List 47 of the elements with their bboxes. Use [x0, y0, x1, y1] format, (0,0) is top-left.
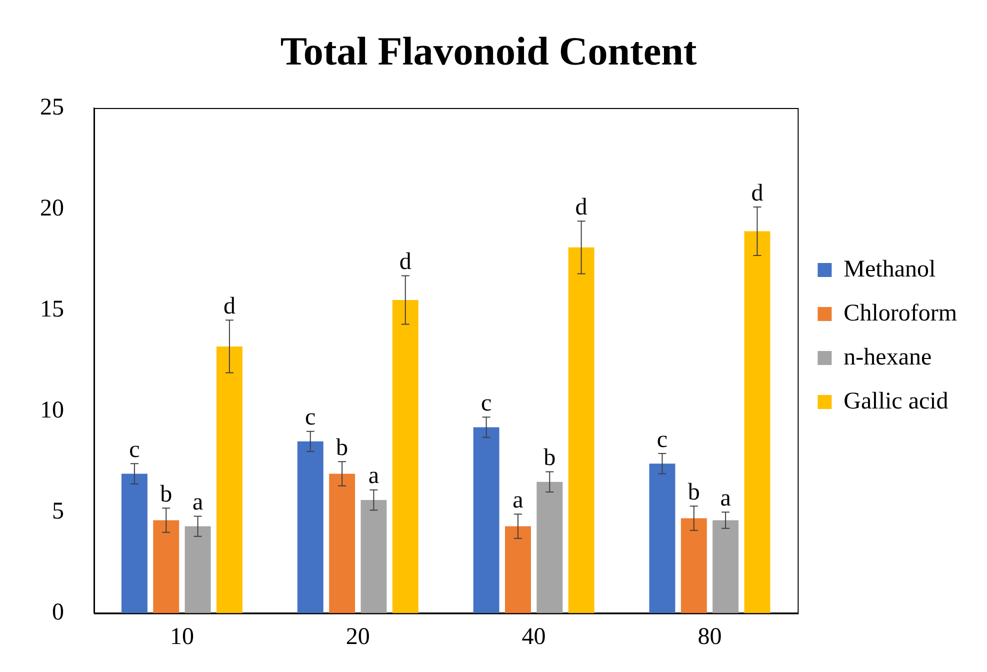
- data-label: c: [129, 436, 140, 463]
- data-label: c: [480, 390, 492, 416]
- chart-title: Total Flavonoid Content: [280, 28, 698, 74]
- bar: [392, 300, 418, 614]
- legend-label: Methanol: [844, 256, 936, 282]
- bar: [568, 247, 594, 614]
- x-tick-label: 80: [698, 624, 722, 650]
- x-tick-label: 20: [346, 624, 370, 650]
- data-label: c: [656, 426, 668, 453]
- data-label: b: [160, 481, 172, 508]
- y-tick-label: 0: [52, 599, 64, 626]
- data-label: d: [575, 194, 588, 220]
- data-label: c: [305, 404, 316, 431]
- data-label: b: [336, 434, 348, 461]
- legend-label: Gallic acid: [844, 388, 948, 414]
- data-label: a: [720, 485, 732, 512]
- bar: [536, 482, 563, 614]
- y-tick-label: 15: [40, 296, 64, 322]
- bar: [504, 526, 531, 614]
- data-label: b: [688, 479, 700, 506]
- bar: [121, 474, 148, 614]
- data-label: d: [751, 180, 764, 206]
- bar: [329, 474, 356, 614]
- data-label: a: [512, 487, 524, 514]
- legend-label: n-hexane: [844, 344, 932, 370]
- bar: [680, 518, 707, 614]
- y-tick-label: 20: [40, 195, 64, 222]
- bar: [184, 526, 211, 614]
- bar: [153, 520, 180, 614]
- x-tick-label: 40: [522, 624, 546, 650]
- legend-label: Chloroform: [844, 300, 958, 326]
- data-label: d: [399, 249, 412, 276]
- data-label: b: [544, 445, 556, 472]
- bar: [297, 441, 324, 614]
- data-label: d: [223, 293, 236, 320]
- bar: [473, 427, 500, 614]
- bar: [712, 520, 739, 614]
- data-label: a: [368, 463, 380, 490]
- bar: [649, 464, 676, 614]
- bar: [216, 346, 242, 614]
- y-tick-label: 25: [40, 94, 64, 120]
- x-tick-label: 10: [170, 624, 194, 650]
- bar: [360, 500, 387, 614]
- data-label: a: [192, 490, 204, 516]
- bar: [744, 231, 770, 614]
- y-tick-label: 5: [52, 498, 64, 524]
- y-tick-label: 10: [40, 397, 64, 424]
